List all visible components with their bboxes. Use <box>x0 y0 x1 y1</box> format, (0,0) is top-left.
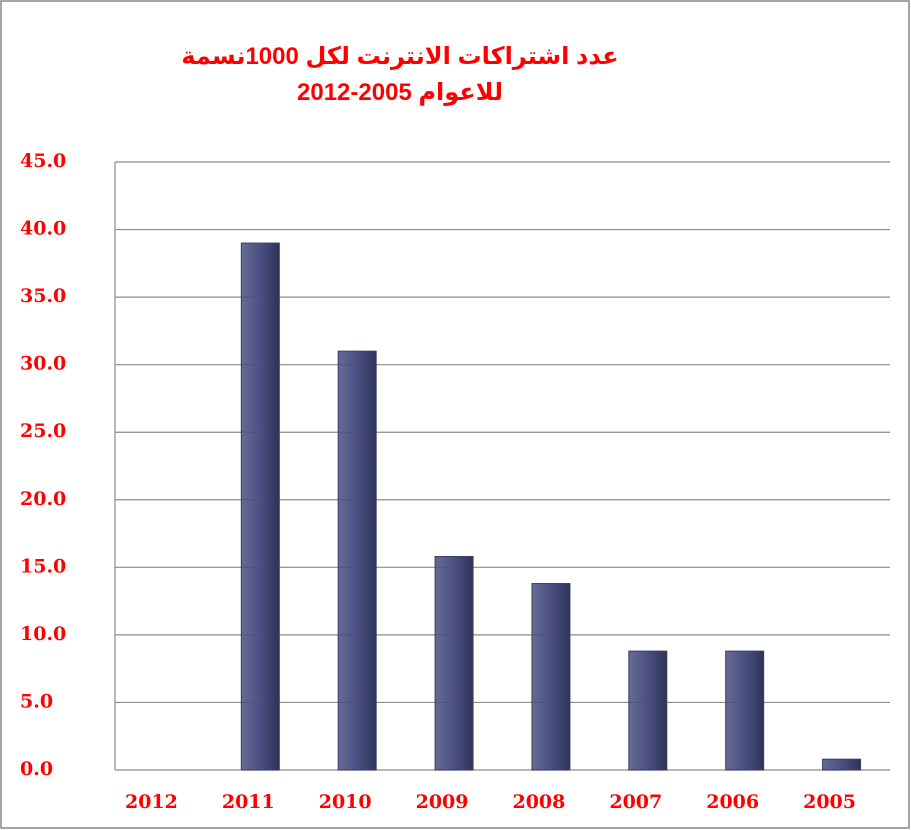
x-tick-label: 2007 <box>609 791 662 813</box>
chart-subtitle: للاعوام 2005-2012 <box>297 79 503 106</box>
x-tick-label: 2005 <box>803 791 856 813</box>
y-tick-label: 30.0 <box>20 353 66 375</box>
bar <box>240 242 280 771</box>
y-tick-label: 15.0 <box>20 555 66 577</box>
y-tick-label: 20.0 <box>20 488 66 510</box>
x-tick-label: 2008 <box>512 791 565 813</box>
x-tick-label: 2012 <box>125 791 178 813</box>
bar <box>628 650 668 771</box>
y-tick-label: 0.0 <box>20 758 53 780</box>
x-tick-label: 2011 <box>222 791 275 813</box>
y-tick-label: 5.0 <box>20 690 53 712</box>
y-tick-label: 10.0 <box>20 623 66 645</box>
y-tick-label: 25.0 <box>20 420 66 442</box>
bar <box>822 758 862 771</box>
chart-title: عدد اشتراكات الانترنت لكل 1000نسمة <box>181 43 618 70</box>
bar <box>725 650 765 771</box>
y-tick-label: 40.0 <box>20 218 66 240</box>
bar <box>531 583 571 771</box>
bar <box>434 556 474 771</box>
y-tick-label: 35.0 <box>20 285 66 307</box>
bar <box>337 350 377 771</box>
x-tick-label: 2009 <box>416 791 469 813</box>
y-tick-label: 45.0 <box>20 150 66 172</box>
x-tick-label: 2006 <box>706 791 759 813</box>
x-tick-label: 2010 <box>319 791 372 813</box>
